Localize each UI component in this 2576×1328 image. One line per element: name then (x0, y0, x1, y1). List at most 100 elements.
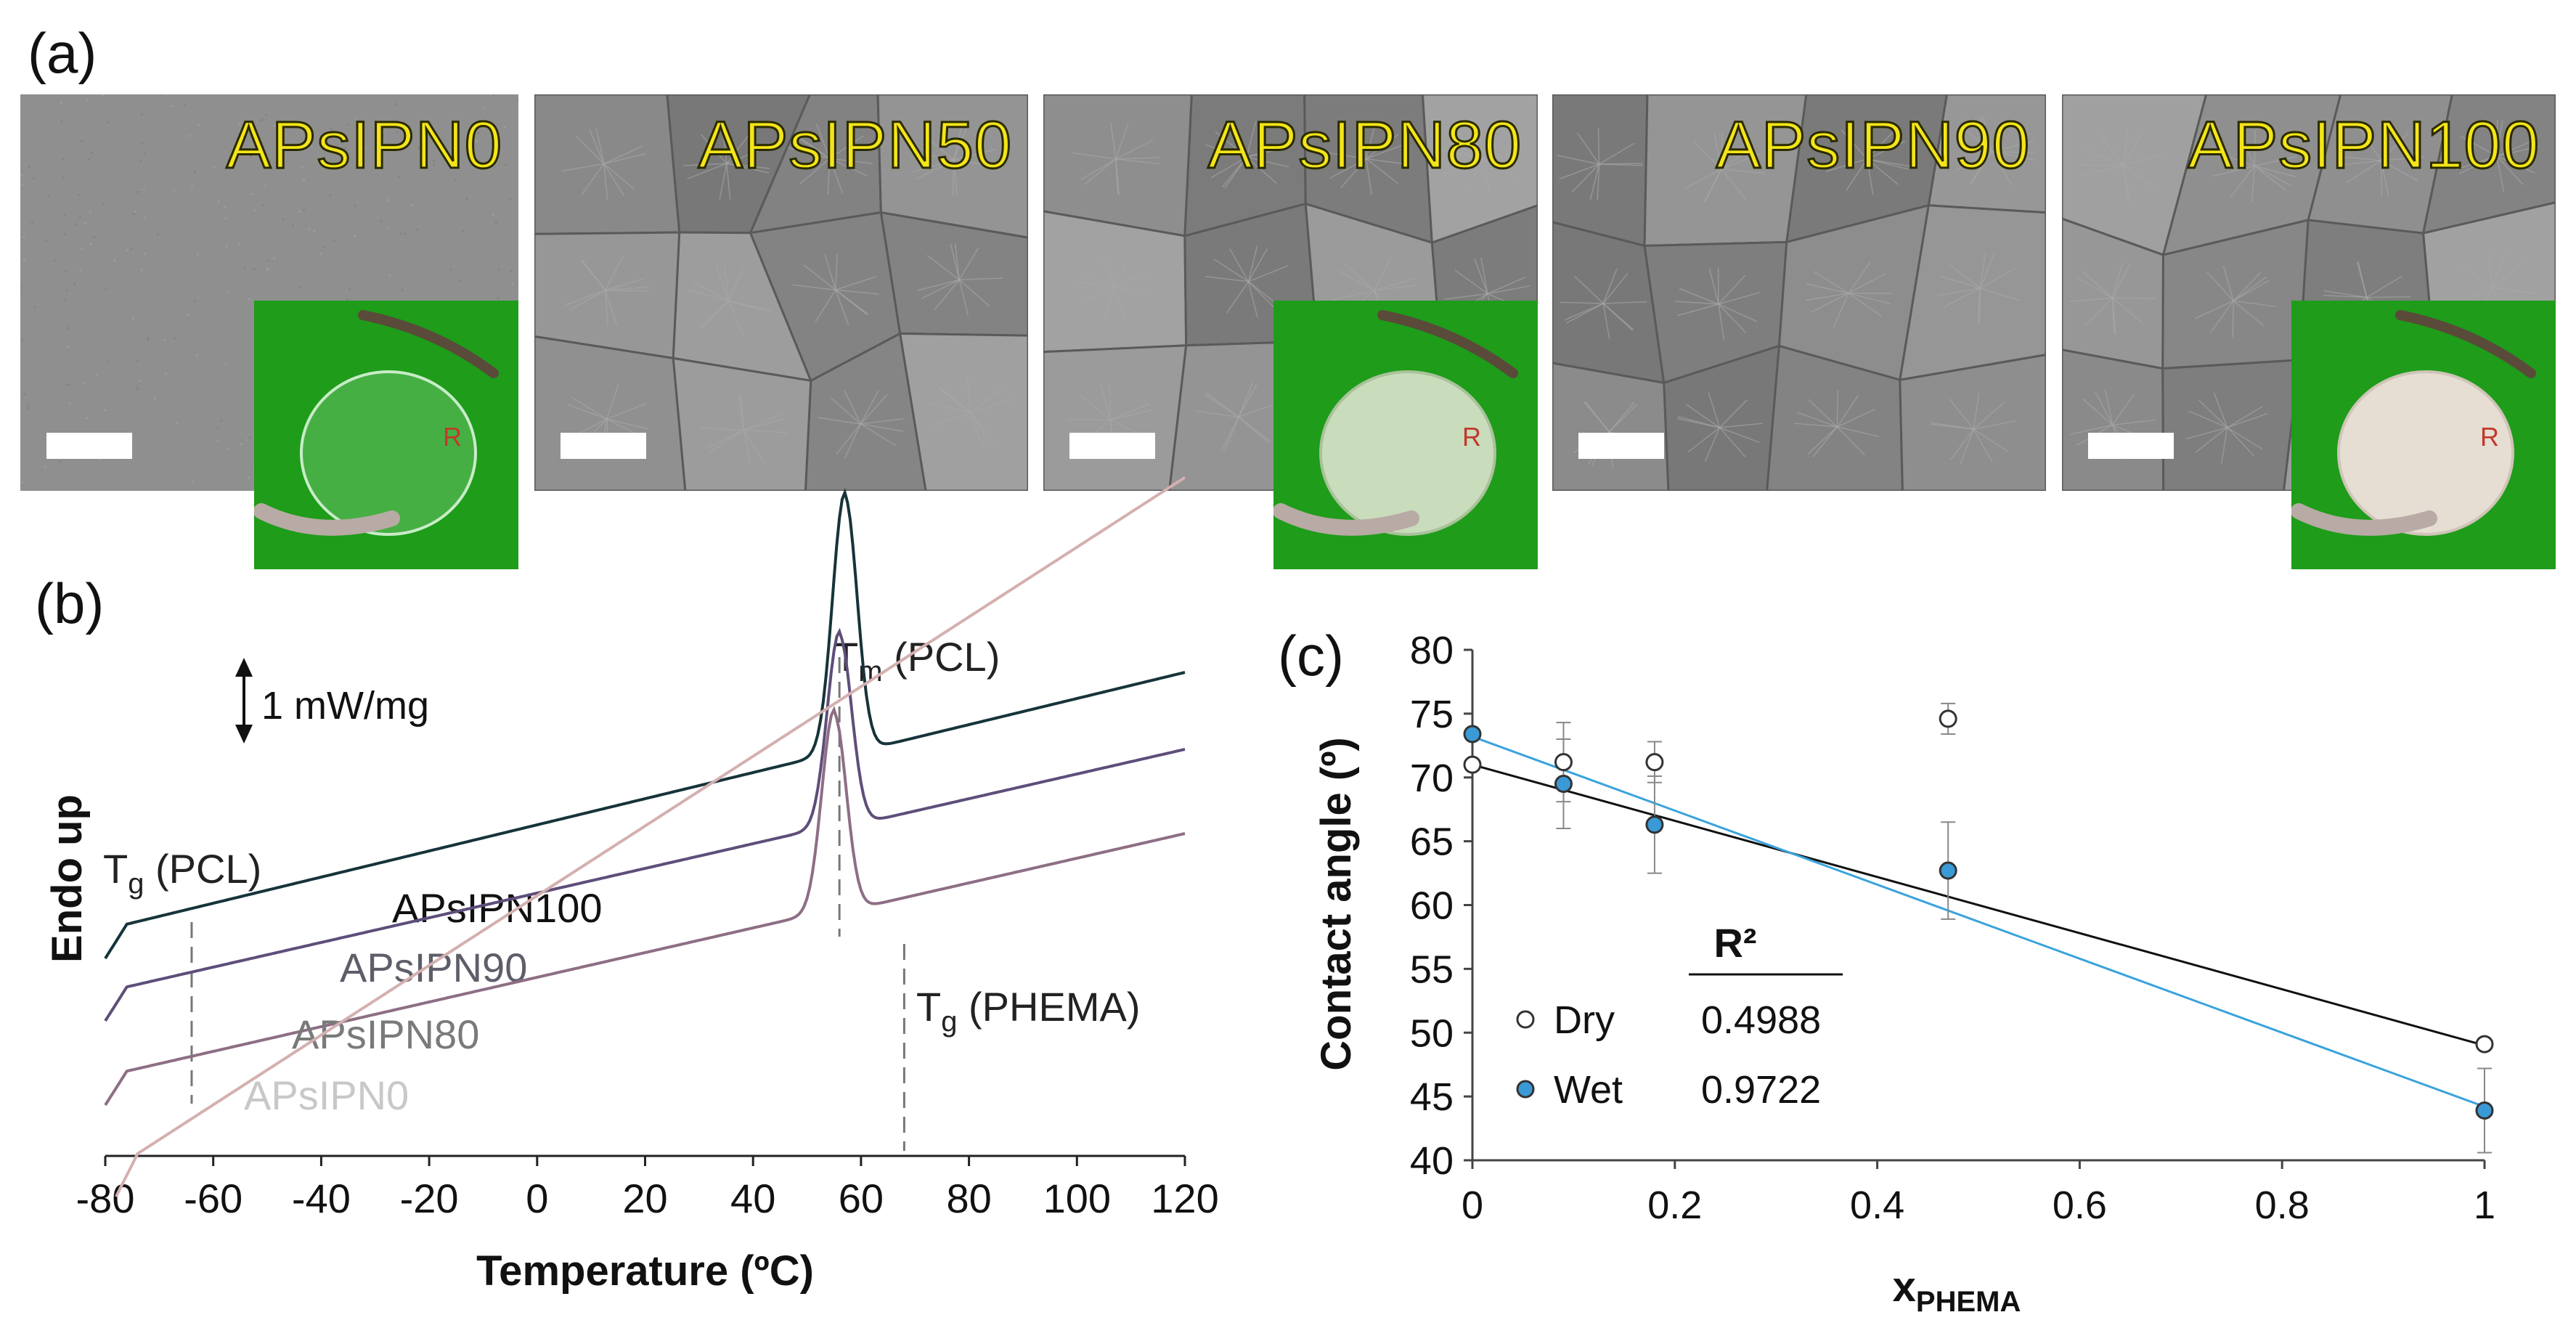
radial-fibril (1708, 268, 1719, 305)
radial-fibril (1109, 383, 1112, 420)
radial-fibril (1867, 158, 1909, 170)
texture-dot (165, 372, 168, 375)
texture-dot (83, 222, 86, 225)
texture-dot (105, 287, 107, 290)
radial-fibril (2198, 399, 2228, 428)
tweezer-bottom (2291, 503, 2437, 536)
radial-fibril (1100, 384, 1112, 420)
y-tick-label: 75 (1410, 693, 1454, 736)
texture-dot (273, 124, 276, 127)
radial-fibril (605, 290, 649, 292)
sample-mark: R (443, 422, 462, 452)
radial-fibril (2487, 251, 2493, 288)
texture-dot (44, 239, 47, 242)
data-point-wet (2475, 1101, 2494, 1120)
radial-fibril (921, 279, 960, 299)
radial-fibril (953, 159, 997, 168)
radial-fibril (799, 158, 831, 185)
radial-fibril (1836, 426, 1865, 456)
radial-fibril (818, 417, 861, 425)
radial-fibril (2496, 155, 2536, 174)
radial-fibril (571, 396, 608, 420)
radial-fibril (2084, 297, 2114, 327)
radial-fibril (2366, 296, 2410, 298)
radial-fibril (829, 158, 873, 165)
radial-fibril (1248, 265, 1288, 282)
radial-fibril (1110, 403, 1150, 420)
radial-fibril (827, 158, 831, 195)
radial-fibril (2220, 427, 2228, 464)
texture-dot (134, 211, 136, 213)
radial-fibril (2492, 261, 2524, 288)
texture-dot (135, 386, 138, 389)
texture-dot (333, 240, 336, 243)
texture-dot (416, 228, 419, 231)
radial-fibril (2458, 155, 2498, 175)
radial-fibril (2112, 419, 2156, 426)
radial-fibril (910, 151, 954, 160)
texture-dot (26, 407, 29, 410)
radial-fibril (727, 266, 744, 301)
radial-fibril (1602, 303, 1634, 330)
radial-fibril (2381, 160, 2418, 182)
radial-fibril (2254, 165, 2287, 192)
radial-fibril (2112, 297, 2144, 325)
radial-fibril (606, 383, 619, 420)
micrograph-texture (2062, 94, 2556, 491)
radial-fibril (803, 264, 836, 290)
texture-dot (395, 103, 398, 106)
radial-fibril (1238, 416, 1270, 444)
radial-fibril (2082, 271, 2114, 298)
radial-fibril (2206, 272, 2234, 301)
photo-drawing: R (1273, 301, 1538, 569)
radial-fibril (2122, 165, 2129, 202)
radial-fibril (860, 423, 904, 432)
radial-fibril (743, 430, 751, 466)
texture-dot (23, 393, 26, 396)
radial-fibril (1104, 250, 1115, 287)
texture-dot (494, 221, 497, 224)
radial-fibril (1719, 427, 1746, 457)
texture-dot (171, 105, 174, 107)
radial-fibril (1323, 151, 1366, 160)
texture-dot (475, 139, 478, 142)
radial-fibril (1110, 409, 1153, 420)
scale-arrow-head-up (235, 658, 253, 677)
texture-dot (213, 166, 216, 168)
micrograph-apsipn50: APsIPN50 (534, 94, 1028, 491)
radial-fibril (2254, 155, 2297, 167)
scale-bar (2088, 433, 2174, 459)
radial-fibril (687, 288, 729, 302)
radial-fibril (691, 280, 729, 302)
legend-name-dry: Dry (1554, 998, 1615, 1042)
radial-fibril (1930, 423, 1974, 430)
texture-dot (193, 300, 196, 303)
radial-fibril (815, 289, 836, 322)
data-point-dry (1554, 753, 1573, 772)
radial-fibril (1721, 168, 1765, 174)
radial-fibril (959, 277, 1003, 281)
radial-fibril (835, 289, 879, 295)
texture-dot (516, 99, 518, 102)
radial-fibril (1992, 140, 2034, 152)
radial-fibril (2496, 139, 2536, 157)
texture-dot (388, 274, 391, 277)
texture-dot (28, 166, 30, 168)
radial-fibril (1564, 303, 1604, 321)
radial-fibril (1949, 428, 1974, 460)
texture-dot (476, 131, 479, 134)
sample-disc (2337, 370, 2514, 536)
radial-fibril (1480, 258, 1488, 294)
radial-fibril (958, 280, 969, 316)
data-point-wet (1939, 861, 1957, 880)
texture-dot (86, 417, 89, 420)
data-point-wet (1554, 775, 1573, 794)
texture-dot (81, 139, 83, 142)
radial-fibril (2079, 164, 2124, 166)
texture-dot (96, 373, 99, 376)
radial-fibril (1867, 130, 1895, 160)
radial-fibril (1205, 144, 1247, 158)
texture-dot (65, 289, 68, 292)
radial-fibril (1110, 123, 1117, 160)
radial-fibril (1115, 158, 1120, 195)
